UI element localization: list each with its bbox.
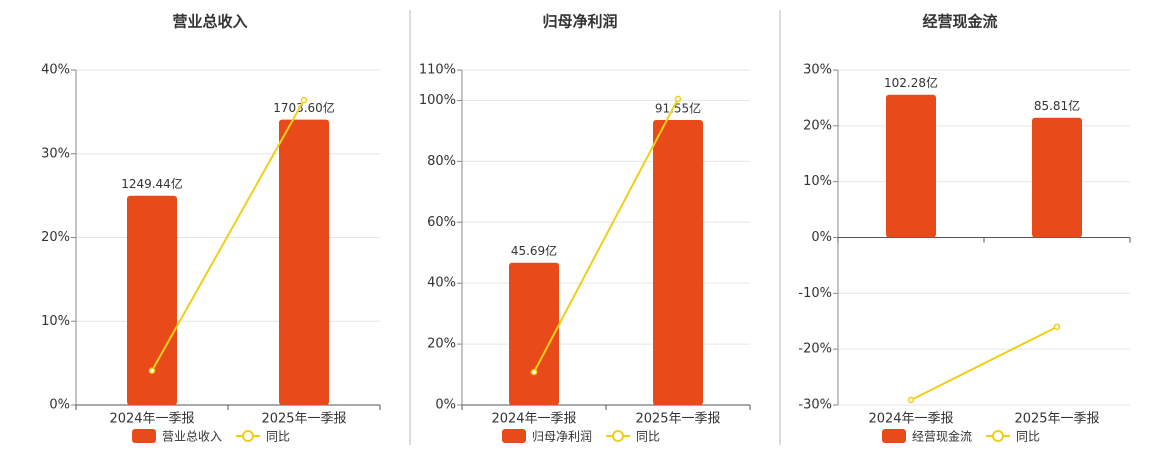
y-tick-label: 30% [41,146,70,161]
y-tick-label: 10% [41,314,70,329]
chart-title: 营业总收入 [172,13,247,31]
x-tick-label: 2025年一季报 [635,412,720,427]
legend-swatch [882,429,906,443]
y-tick-label: 80% [427,154,456,169]
y-tick-label: 20% [427,337,456,352]
y-tick-label: 30% [803,63,832,78]
y-tick-label: 110% [419,63,456,78]
x-tick-label: 2024年一季报 [868,412,953,427]
line-point [300,96,308,104]
chart-title: 经营现金流 [922,13,997,31]
y-tick-label: 0% [49,398,70,413]
legend-swatch [612,430,625,442]
bar [1032,117,1082,238]
y-tick-label: 10% [803,174,832,189]
line [151,99,305,372]
legend-swatch [992,430,1005,442]
y-tick-label: 40% [41,63,70,78]
value-label: 45.69亿 [511,243,557,258]
bar [886,94,936,238]
value-label: 91.55亿 [655,100,701,115]
legend-swatch [132,429,156,443]
legend-label: 同比 [1016,430,1040,444]
legend-label: 同比 [636,430,660,444]
y-tick-label: 0% [435,398,456,413]
value-label: 85.81亿 [1034,98,1080,113]
value-label: 1249.44亿 [121,176,183,191]
y-tick-label: 40% [427,276,456,291]
line-point [674,95,682,103]
bar [509,262,559,405]
x-tick-label: 2025年一季报 [1014,412,1099,427]
bar [127,195,177,405]
legend-label: 经营现金流 [912,429,972,444]
x-tick-label: 2024年一季报 [109,412,194,427]
legend-swatch [242,430,255,442]
x-tick-label: 2025年一季报 [261,412,346,427]
line [533,98,679,373]
chart-title: 归母净利润 [542,13,617,31]
legend-label: 同比 [266,430,290,444]
y-tick-label: 20% [803,118,832,133]
y-tick-label: 20% [41,230,70,245]
bar [653,119,703,406]
y-tick-label: 60% [427,215,456,230]
line-point [530,368,538,376]
line-point [148,367,156,374]
legend-label: 营业总收入 [162,430,222,444]
value-label: 102.28亿 [884,75,938,90]
y-tick-label: 100% [419,93,456,108]
y-tick-label: -10% [798,286,832,301]
y-tick-label: -20% [798,342,832,357]
value-label: 1703.60亿 [273,100,335,115]
y-tick-label: 0% [811,230,832,245]
x-tick-label: 2024年一季报 [491,412,576,427]
line-point [907,396,915,404]
legend-swatch [502,429,526,443]
line [910,325,1058,401]
bar [279,119,329,405]
y-tick-label: -30% [798,398,832,413]
line-point [1053,323,1061,331]
legend-label: 归母净利润 [532,430,592,444]
